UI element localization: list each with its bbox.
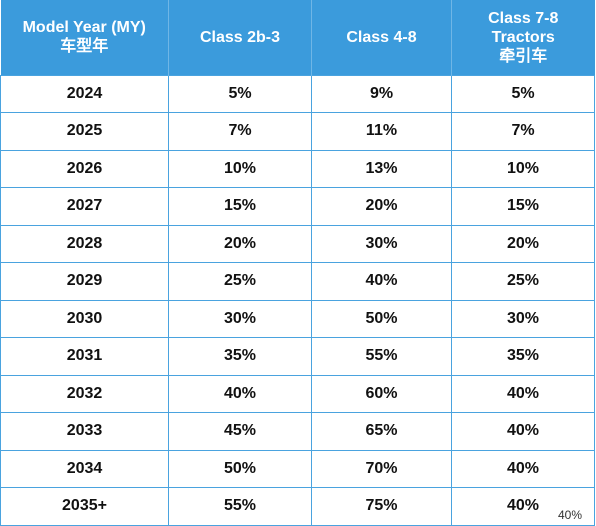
- model-year-cell: 2028: [0, 224, 169, 263]
- percent-cell: 60%: [311, 374, 452, 413]
- percent-cell: 13%: [311, 149, 452, 188]
- model-year-cell: 2035+: [0, 487, 169, 526]
- table-row: 2028 20% 30% 20%: [0, 224, 595, 263]
- percent-cell: 7%: [168, 112, 312, 151]
- table-body: 2024 5% 9% 5% 2025 7% 11% 7% 2026 10% 13% 10% 2027 15…: [0, 74, 595, 526]
- column-header-3: Class 7-8 Tractors 牵引车: [451, 0, 595, 75]
- table-row: 2034 50% 70% 40%: [0, 449, 595, 488]
- percent-cell: 30%: [451, 299, 595, 338]
- table-row: 2029 25% 40% 25%: [0, 262, 595, 301]
- column-header-0-line-0: Model Year (MY): [22, 19, 146, 37]
- percent-cell: 5%: [451, 74, 595, 113]
- table-row: 2027 15% 20% 15%: [0, 187, 595, 226]
- table-row: 2025 7% 11% 7%: [0, 112, 595, 151]
- table-row: 2024 5% 9% 5%: [0, 74, 595, 113]
- percent-cell: 30%: [168, 299, 312, 338]
- percent-cell: 11%: [311, 112, 452, 151]
- model-year-cell: 2034: [0, 449, 169, 488]
- model-year-cell: 2026: [0, 149, 169, 188]
- percent-cell: 40%: [311, 262, 452, 301]
- percent-cell: 50%: [311, 299, 452, 338]
- column-header-3-line-2: 牵引车: [499, 47, 548, 65]
- percent-cell: 75%: [311, 487, 452, 526]
- percent-cell: 25%: [451, 262, 595, 301]
- percent-cell: 40%: [451, 412, 595, 451]
- table-row: 2035+ 55% 75% 40%: [0, 487, 595, 526]
- percent-cell: 40%: [451, 374, 595, 413]
- model-year-cell: 2031: [0, 337, 169, 376]
- percent-cell: 10%: [168, 149, 312, 188]
- percent-cell: 45%: [168, 412, 312, 451]
- percent-cell: 20%: [451, 224, 595, 263]
- model-year-cell: 2029: [0, 262, 169, 301]
- percent-cell: 9%: [311, 74, 452, 113]
- model-year-cell: 2032: [0, 374, 169, 413]
- column-header-3-line-0: Class 7-8: [488, 9, 559, 27]
- percent-cell: 15%: [451, 187, 595, 226]
- model-year-cell: 2030: [0, 299, 169, 338]
- model-year-cell: 2033: [0, 412, 169, 451]
- model-year-cell: 2025: [0, 112, 169, 151]
- table-row: 2031 35% 55% 35%: [0, 337, 595, 376]
- column-header-0-line-1: 车型年: [60, 38, 109, 56]
- percent-cell: 20%: [311, 187, 452, 226]
- percent-cell: 50%: [168, 449, 312, 488]
- percent-cell: 40%: [451, 449, 595, 488]
- percent-cell: 20%: [168, 224, 312, 263]
- column-header-0: Model Year (MY) 车型年: [0, 0, 169, 75]
- percent-cell: 7%: [451, 112, 595, 151]
- table-row: 2032 40% 60% 40%: [0, 374, 595, 413]
- percent-cell: 10%: [451, 149, 595, 188]
- watermark-text: 40%: [553, 508, 586, 522]
- percent-cell: 40%: [168, 374, 312, 413]
- percent-cell: 30%: [311, 224, 452, 263]
- percent-cell: 65%: [311, 412, 452, 451]
- header-row: Model Year (MY) 车型年 Class 2b-3 Class 4-8 Cla…: [0, 0, 595, 75]
- model-year-cell: 2024: [0, 74, 169, 113]
- percent-cell: 25%: [168, 262, 312, 301]
- column-header-1: Class 2b-3: [168, 0, 312, 75]
- table-row: 2030 30% 50% 30%: [0, 299, 595, 338]
- column-header-2: Class 4-8: [311, 0, 452, 75]
- model-year-cell: 2027: [0, 187, 169, 226]
- percent-cell: 55%: [168, 487, 312, 526]
- percent-cell: 35%: [451, 337, 595, 376]
- percent-cell: 35%: [168, 337, 312, 376]
- percent-cell: 55%: [311, 337, 452, 376]
- column-header-3-line-1: Tractors: [491, 28, 555, 46]
- percent-cell: 5%: [168, 74, 312, 113]
- column-header-1-line-0: Class 2b-3: [199, 28, 281, 46]
- percent-cell: 15%: [168, 187, 312, 226]
- percent-cell: 70%: [311, 449, 452, 488]
- table-row: 2033 45% 65% 40%: [0, 412, 595, 451]
- column-header-2-line-0: Class 4-8: [346, 28, 417, 46]
- table-row: 2026 10% 13% 10%: [0, 149, 595, 188]
